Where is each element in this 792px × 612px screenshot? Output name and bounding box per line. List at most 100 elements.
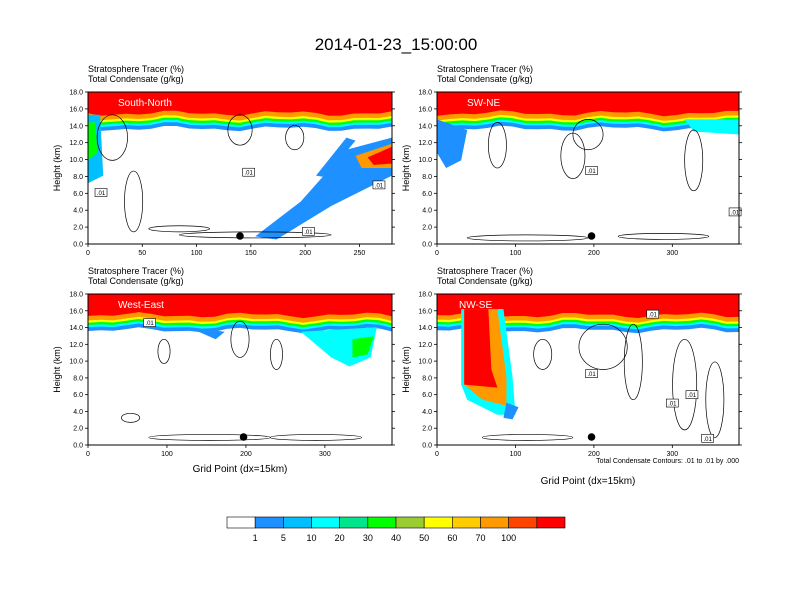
panel-west-east: .01 West-East Stratosphere Tracer (%)Total… [52,266,395,475]
contour-label: .01 [668,402,677,408]
fold-plume [255,137,392,240]
band-100pct [437,92,739,117]
x-tick-label: 300 [666,451,678,458]
colorbar-box [452,516,481,529]
contour-line [230,320,250,358]
y-tick-label: 16.0 [418,106,432,113]
intrusion-sw [437,119,468,168]
y-tick-label: 12.0 [69,140,83,147]
x-tick-label: 200 [240,451,252,458]
colorbar-tick-label: 40 [391,533,401,543]
contour-label: .01 [375,183,384,189]
colorbar-box [367,516,397,529]
x-axis-label: Grid Point (dx=15km) [193,464,288,475]
x-tick-label: 300 [666,250,678,257]
colorbar-tick-label: 1 [253,533,258,543]
condensate-contours [481,323,725,441]
y-tick-label: 10.0 [69,157,83,164]
panel-title-condensate: Total Condensate (g/kg) [437,276,533,286]
cross-section-label: South-North [118,98,172,109]
x-axis-label: Grid Point (dx=15km) [541,476,636,487]
colorbar: 1 5 10 20 30 40 50 60 70 100 [226,516,566,543]
x-tick-label: 100 [161,451,173,458]
contour-label: .01 [245,171,254,177]
contour-label: .01 [304,230,313,236]
y-tick-label: 18.0 [418,90,432,97]
intrusion-east [300,327,377,367]
contour-line [157,338,171,364]
panel-frame [87,91,393,245]
contour-label: .01 [703,437,712,443]
y-tick-label: 8.0 [73,174,83,181]
contour-line [124,170,144,233]
contour-label-box [585,166,598,175]
y-tick-label: 2.0 [73,426,83,433]
colorbar-box [508,516,538,529]
panel-sw-ne: .01 .01 SW-NE Stratosphere Tracer (%)Total … [401,64,742,257]
x-tick-label: 150 [245,250,257,257]
contour-label: .01 [587,372,596,378]
location-marker [587,433,596,441]
condensate-contours [121,320,362,441]
colorbar-box [339,516,369,529]
colorbar-tick-label: 100 [501,533,516,543]
y-tick-label: 14.0 [69,325,83,332]
contour-line [617,233,710,240]
y-tick-label: 6.0 [73,392,83,399]
y-tick-label: 16.0 [418,308,432,315]
colorbar-tick-label: 70 [475,533,485,543]
contour-line [481,434,574,441]
y-tick-label: 6.0 [422,191,432,198]
y-tick-label: 14.0 [69,123,83,130]
contour-label-box [685,390,699,399]
x-tick-label: 0 [86,451,90,458]
colorbar-tick-label: 60 [447,533,457,543]
y-tick-label: 0.0 [73,443,83,450]
contour-label-box [143,318,156,327]
x-tick-label: 100 [510,250,522,257]
contour-line [487,122,507,169]
y-tick-label: 2.0 [422,426,432,433]
x-tick-label: 100 [191,250,203,257]
condensate-contours [96,114,332,239]
y-tick-label: 12.0 [69,342,83,349]
contour-label: .01 [97,191,106,197]
cross-section-label: NW-SE [459,300,492,311]
contour-line [285,125,305,151]
contour-label: .01 [731,210,740,216]
contour-line [466,234,589,242]
location-marker [236,232,244,240]
y-tick-label: 4.0 [422,409,432,416]
colorbar-tick-label: 20 [335,533,345,543]
y-tick-label: 0.0 [422,242,432,249]
y-tick-label: 14.0 [418,325,432,332]
x-tick-label: 200 [299,250,311,257]
condensate-contours [466,119,710,242]
panel-frame [87,293,393,446]
y-tick-label: 12.0 [418,140,432,147]
x-tick-label: 200 [588,250,600,257]
contour-line [533,338,553,370]
y-tick-label: 8.0 [422,375,432,382]
x-tick-label: 0 [435,451,439,458]
y-tick-label: 8.0 [422,174,432,181]
contour-label-box [585,369,598,378]
x-tick-label: 50 [138,250,146,257]
contour-label: .01 [145,321,154,327]
contour-line [672,338,698,431]
contour-line [623,323,643,401]
panel-title-tracer: Stratosphere Tracer (%) [437,64,533,74]
y-tick-label: 18.0 [418,292,432,299]
contour-footnote: Total Condensate Contours: .01 to .01 by… [596,458,739,465]
contour-line [148,225,210,233]
y-tick-label: 2.0 [73,225,83,232]
panel-south-north: .01 .01 .01 .01 South-North Stratosphere Trac… [52,64,395,257]
tracer-field [437,294,739,445]
y-tick-label: 10.0 [69,359,83,366]
figure-title: 2014-01-23_15:00:00 [315,35,478,54]
y-tick-label: 12.0 [418,342,432,349]
colorbar-box [395,516,425,529]
y-tick-label: 6.0 [422,392,432,399]
y-axis-label: Height (km) [401,346,411,393]
y-tick-label: 18.0 [69,292,83,299]
